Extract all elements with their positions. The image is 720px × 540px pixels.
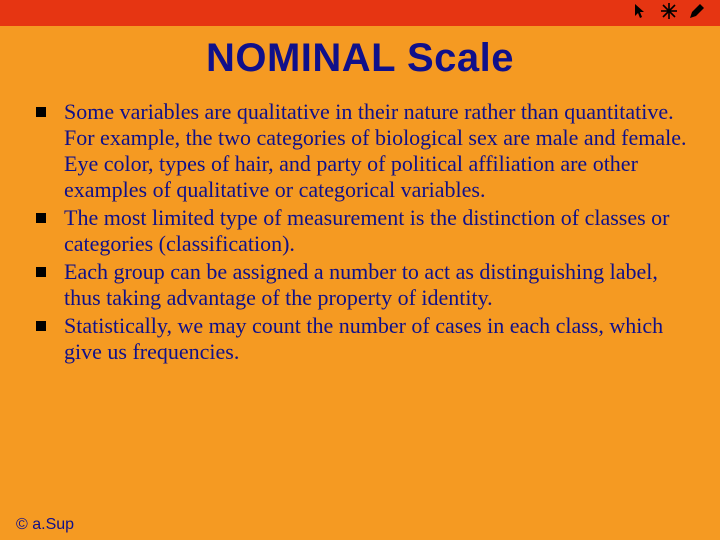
list-item: Each group can be assigned a number to a… <box>30 259 690 311</box>
bullet-list: Some variables are qualitative in their … <box>30 99 690 365</box>
slide-title: NOMINAL Scale <box>0 36 720 81</box>
snowflake-icon <box>660 2 678 20</box>
list-item: The most limited type of measurement is … <box>30 205 690 257</box>
list-item: Some variables are qualitative in their … <box>30 99 690 203</box>
copyright-footer: © a.Sup <box>16 516 74 534</box>
pen-icon <box>688 2 706 20</box>
slide-content: Some variables are qualitative in their … <box>0 99 720 365</box>
top-bar <box>0 0 720 26</box>
list-item: Statistically, we may count the number o… <box>30 313 690 365</box>
pointer-icon <box>632 2 650 20</box>
top-icons <box>632 2 706 20</box>
